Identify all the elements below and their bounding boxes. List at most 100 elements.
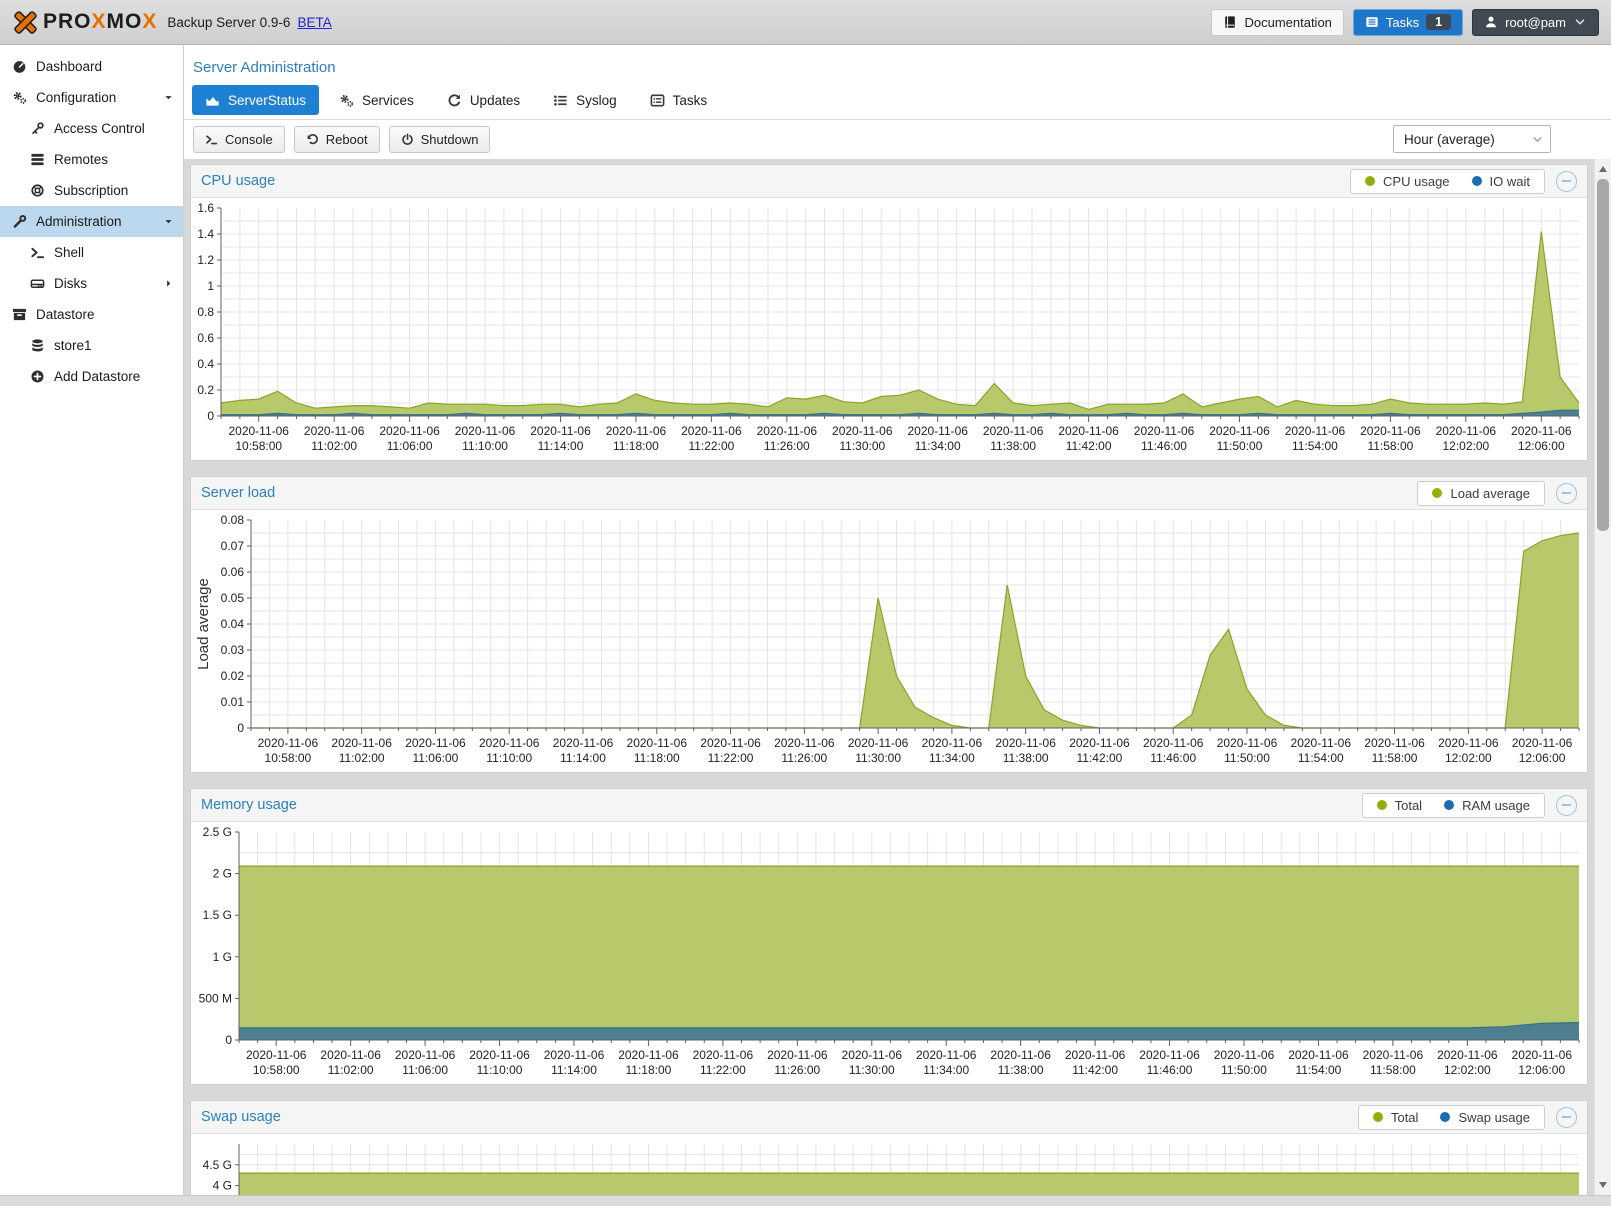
svg-text:11:38:00: 11:38:00: [998, 1063, 1044, 1077]
svg-text:11:06:00: 11:06:00: [387, 439, 433, 453]
undo-icon: [306, 133, 319, 146]
svg-text:1: 1: [207, 279, 214, 293]
svg-text:11:18:00: 11:18:00: [634, 751, 680, 765]
product-name: Backup Server 0.9-6: [167, 15, 290, 30]
svg-text:0.05: 0.05: [221, 591, 245, 605]
svg-text:2020-11-06: 2020-11-06: [1291, 736, 1352, 750]
reboot-button[interactable]: Reboot: [294, 126, 380, 153]
tab-syslog[interactable]: Syslog: [540, 85, 630, 115]
svg-text:2 G: 2 G: [213, 867, 232, 881]
sidebar-item-add-datastore[interactable]: Add Datastore: [0, 361, 183, 392]
svg-text:0.04: 0.04: [221, 617, 245, 631]
beta-link[interactable]: BETA: [297, 15, 331, 30]
svg-text:11:34:00: 11:34:00: [929, 751, 975, 765]
legend-load-average[interactable]: Load average: [1432, 486, 1530, 501]
sidebar-item-dashboard[interactable]: Dashboard: [0, 51, 183, 82]
shutdown-button[interactable]: Shutdown: [389, 126, 491, 153]
documentation-label: Documentation: [1244, 15, 1331, 30]
svg-text:2020-11-06: 2020-11-06: [405, 736, 466, 750]
sidebar-item-datastore[interactable]: Datastore: [0, 299, 183, 330]
svg-text:11:14:00: 11:14:00: [538, 439, 584, 453]
user-menu-button[interactable]: root@pam: [1472, 9, 1599, 36]
collapse-panel-icon[interactable]: [1556, 483, 1577, 504]
sidebar-item-access-control[interactable]: Access Control: [0, 113, 183, 144]
svg-text:12:06:00: 12:06:00: [1519, 751, 1566, 765]
tab-services[interactable]: Services: [326, 85, 427, 115]
svg-text:11:02:00: 11:02:00: [339, 751, 385, 765]
svg-text:11:50:00: 11:50:00: [1224, 751, 1270, 765]
legend-io-wait[interactable]: IO wait: [1472, 174, 1530, 189]
scrollbar-thumb[interactable]: [1597, 179, 1609, 531]
svg-text:11:18:00: 11:18:00: [626, 1063, 672, 1077]
tab-tasks[interactable]: Tasks: [637, 85, 721, 115]
svg-text:11:02:00: 11:02:00: [311, 439, 357, 453]
svg-text:0.03: 0.03: [221, 643, 245, 657]
chevron-down-icon[interactable]: [163, 216, 174, 227]
svg-text:2020-11-06: 2020-11-06: [774, 736, 835, 750]
svg-text:2020-11-06: 2020-11-06: [990, 1048, 1051, 1062]
svg-text:2020-11-06: 2020-11-06: [1438, 736, 1499, 750]
tab-serverstatus[interactable]: ServerStatus: [192, 85, 319, 115]
swap-usage-chart: 0500 M1 G1.5 G2 G2.5 G3 G3.5 G4 G4.5 G20…: [191, 1134, 1587, 1195]
legend-swap-usage[interactable]: Swap usage: [1440, 1110, 1530, 1125]
sidebar-item-remotes[interactable]: Remotes: [0, 144, 183, 175]
svg-text:0.06: 0.06: [221, 565, 245, 579]
svg-text:11:10:00: 11:10:00: [477, 1063, 523, 1077]
archive-box-icon: [12, 307, 27, 322]
sidebar-item-store1[interactable]: store1: [0, 330, 183, 361]
collapse-panel-icon[interactable]: [1556, 171, 1577, 192]
svg-text:11:42:00: 11:42:00: [1066, 439, 1112, 453]
svg-text:11:22:00: 11:22:00: [700, 1063, 746, 1077]
collapse-panel-icon[interactable]: [1556, 1107, 1577, 1128]
legend-total[interactable]: Total: [1377, 798, 1422, 813]
svg-text:11:06:00: 11:06:00: [413, 751, 459, 765]
sidebar-item-administration[interactable]: Administration: [0, 206, 183, 237]
svg-text:2020-11-06: 2020-11-06: [246, 1048, 307, 1062]
svg-text:2020-11-06: 2020-11-06: [832, 424, 893, 438]
legend-cpu-usage[interactable]: CPU usage: [1365, 174, 1449, 189]
collapse-panel-icon[interactable]: [1556, 795, 1577, 816]
gears-icon: [339, 93, 354, 108]
time-range-select[interactable]: Hour (average): [1393, 125, 1551, 153]
sidebar-item-subscription[interactable]: Subscription: [0, 175, 183, 206]
panel-title: CPU usage: [201, 173, 275, 189]
svg-text:2020-11-06: 2020-11-06: [1069, 736, 1130, 750]
chevron-right-icon: [163, 278, 174, 289]
svg-text:2020-11-06: 2020-11-06: [1511, 424, 1572, 438]
green-dot-icon: [1432, 488, 1442, 498]
svg-text:2020-11-06: 2020-11-06: [1288, 1048, 1349, 1062]
legend-total[interactable]: Total: [1373, 1110, 1418, 1125]
sidebar-item-disks[interactable]: Disks: [0, 268, 183, 299]
documentation-button[interactable]: Documentation: [1211, 9, 1343, 36]
svg-text:2020-11-06: 2020-11-06: [1436, 424, 1497, 438]
console-button[interactable]: Console: [193, 126, 285, 153]
book-icon: [1223, 15, 1237, 29]
vertical-scrollbar[interactable]: [1594, 159, 1611, 1195]
tab-bar: ServerStatus Services Updates Syslog Tas…: [184, 85, 1611, 120]
svg-text:11:10:00: 11:10:00: [486, 751, 532, 765]
memory-usage-chart: 0500 M1 G1.5 G2 G2.5 G2020-11-0610:58:00…: [191, 822, 1587, 1084]
svg-text:2020-11-06: 2020-11-06: [606, 424, 667, 438]
charts-scroll-area: CPU usage CPU usage IO wait: [184, 159, 1594, 1195]
svg-text:2020-11-06: 2020-11-06: [1360, 424, 1421, 438]
sidebar-item-shell[interactable]: Shell: [0, 237, 183, 268]
chevron-down-icon[interactable]: [163, 92, 174, 103]
scroll-up-arrow-icon[interactable]: [1595, 161, 1611, 177]
blue-dot-icon: [1472, 176, 1482, 186]
svg-text:0.02: 0.02: [221, 669, 245, 683]
tab-updates[interactable]: Updates: [434, 85, 533, 115]
proxmox-x-icon: [12, 9, 39, 36]
svg-text:2020-11-06: 2020-11-06: [842, 1048, 903, 1062]
svg-text:500 M: 500 M: [199, 991, 232, 1005]
svg-text:12:02:00: 12:02:00: [1445, 751, 1492, 765]
svg-text:2020-11-06: 2020-11-06: [1058, 424, 1119, 438]
svg-text:0: 0: [237, 721, 244, 735]
legend-ram-usage[interactable]: RAM usage: [1444, 798, 1530, 813]
scroll-down-arrow-icon[interactable]: [1595, 1177, 1611, 1193]
svg-text:10:58:00: 10:58:00: [253, 1063, 300, 1077]
tasks-button[interactable]: Tasks 1: [1353, 9, 1463, 36]
sidebar-item-configuration[interactable]: Configuration: [0, 82, 183, 113]
svg-text:2020-11-06: 2020-11-06: [693, 1048, 754, 1062]
cpu-usage-chart: 00.20.40.60.811.21.41.62020-11-0610:58:0…: [191, 198, 1587, 460]
area-chart-icon: [205, 93, 220, 108]
